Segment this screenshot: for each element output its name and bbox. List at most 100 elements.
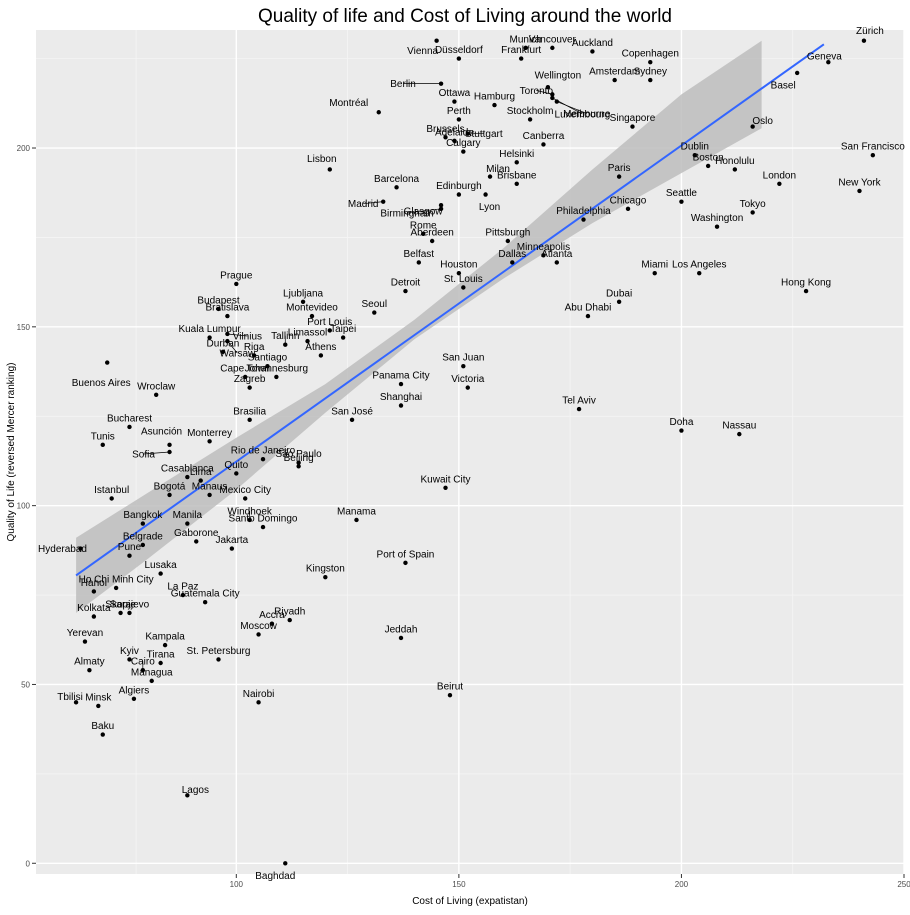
point-label: Nairobi <box>243 689 275 700</box>
point-label: Jeddah <box>385 624 418 635</box>
point-label: Copenhagen <box>622 49 679 60</box>
point-label: Hong Kong <box>781 278 831 289</box>
point-label: Quito <box>224 460 248 471</box>
point-label: Almaty <box>74 657 105 668</box>
point-luxembourg <box>550 95 555 101</box>
point-label: Manama <box>337 506 376 517</box>
point-label: Port of Spain <box>377 549 435 560</box>
point-label: Manila <box>173 510 203 521</box>
point-kingston <box>323 574 328 580</box>
point-nairobi <box>256 700 261 705</box>
point-vancouver <box>550 45 555 51</box>
point-label: Guatemala City <box>171 589 240 600</box>
point-seoul <box>372 310 377 315</box>
point-santo-domingo <box>260 524 266 530</box>
point-port-louis <box>327 328 332 333</box>
point-s-o-paulo <box>296 460 301 465</box>
point-mexico-city <box>243 496 248 501</box>
point-label: Prague <box>220 270 253 281</box>
point-label: Kolkata <box>77 603 111 614</box>
point-label: Riyadh <box>274 607 305 618</box>
point-label: Dallas <box>498 249 526 260</box>
point-kuwait-city <box>443 485 448 490</box>
point-kolkata <box>91 614 97 619</box>
point-ho-chi-minh-city <box>113 585 119 591</box>
point-kuala-lumpur <box>207 335 212 340</box>
point-port-of-spain <box>403 560 408 566</box>
point-philadelphia <box>581 217 586 222</box>
point-los-angeles <box>697 270 702 276</box>
point-lyon <box>483 192 488 197</box>
point-san-juan <box>461 363 466 369</box>
point-vilnius <box>225 331 230 337</box>
point-jakarta <box>229 546 235 551</box>
point-cairo <box>140 667 146 673</box>
point-label: Tunis <box>91 431 115 442</box>
point-label: Lima <box>190 467 212 478</box>
point-label: Cape Town <box>220 363 270 374</box>
point-melbourne <box>554 99 559 104</box>
point-pittsburgh <box>505 238 511 244</box>
point-la-paz <box>180 592 186 598</box>
confidence-ribbon <box>76 40 762 613</box>
point-moscow <box>256 632 261 637</box>
point-label: Rome <box>410 220 437 231</box>
point-label: Accra <box>259 610 285 621</box>
point-label: Johannesburg <box>245 363 308 374</box>
point-label: Dubai <box>606 288 632 299</box>
point-riga <box>251 353 257 358</box>
point-label: Honolulu <box>715 156 754 167</box>
point-birmingham <box>438 206 444 212</box>
point-ljubljana <box>300 299 306 304</box>
point-label: Washington <box>691 213 743 224</box>
point-oslo <box>750 124 755 129</box>
point-minsk <box>96 703 101 709</box>
point-label: Kyiv <box>120 646 139 657</box>
point-rome <box>421 231 426 237</box>
point-label: Boston <box>693 152 724 163</box>
point-label: Tokyo <box>740 199 767 210</box>
point-label: Bangkok <box>123 510 163 521</box>
point-athens <box>318 353 324 358</box>
point-label: Miami <box>641 260 668 271</box>
point-label: Kingston <box>306 564 345 575</box>
point-jeddah <box>398 635 404 641</box>
trend-line <box>75 43 825 577</box>
point-label: Seoul <box>362 299 388 310</box>
point-label: Riga <box>244 342 265 353</box>
point-label: Geneva <box>807 52 842 63</box>
point-label: Frankfurt <box>501 45 541 56</box>
regression-line <box>75 43 825 577</box>
point-stuttgart <box>465 131 470 136</box>
point-label: San Juan <box>442 353 484 364</box>
point-gaborone <box>194 539 199 544</box>
x-tick-label: 150 <box>452 880 466 889</box>
point-label: London <box>763 170 796 181</box>
point-label: Montevideo <box>286 303 338 314</box>
point-label: Seattle <box>666 188 698 199</box>
x-tick-label: 100 <box>230 880 244 889</box>
point-label: Windhoek <box>227 506 272 517</box>
point-manama <box>354 517 359 523</box>
point-label: Tbilisi <box>57 692 83 703</box>
point-label: Shanghai <box>380 392 422 403</box>
point-label: Dublin <box>681 142 709 153</box>
point-perth <box>456 117 462 122</box>
point-label: Houston <box>440 260 477 271</box>
point-label: Algiers <box>119 685 150 696</box>
point-canberra <box>541 142 546 147</box>
point-singapore <box>630 124 635 129</box>
point-buenos-aires <box>105 360 110 365</box>
point-label: Stuttgart <box>465 129 503 140</box>
point-kampala <box>162 642 168 648</box>
point-label: La Paz <box>167 582 198 593</box>
point-label: Lisbon <box>307 154 336 165</box>
point-label: Pune <box>118 542 142 553</box>
point-label: Santo Domingo <box>229 514 298 525</box>
point-label: Philadelphia <box>556 206 611 217</box>
leader-line <box>363 201 384 205</box>
point-pune <box>127 553 132 558</box>
point-bangkok <box>140 521 146 526</box>
point-label: Canberra <box>523 131 565 142</box>
y-axis-label: Quality of Life (reversed Mercer ranking… <box>6 363 17 542</box>
